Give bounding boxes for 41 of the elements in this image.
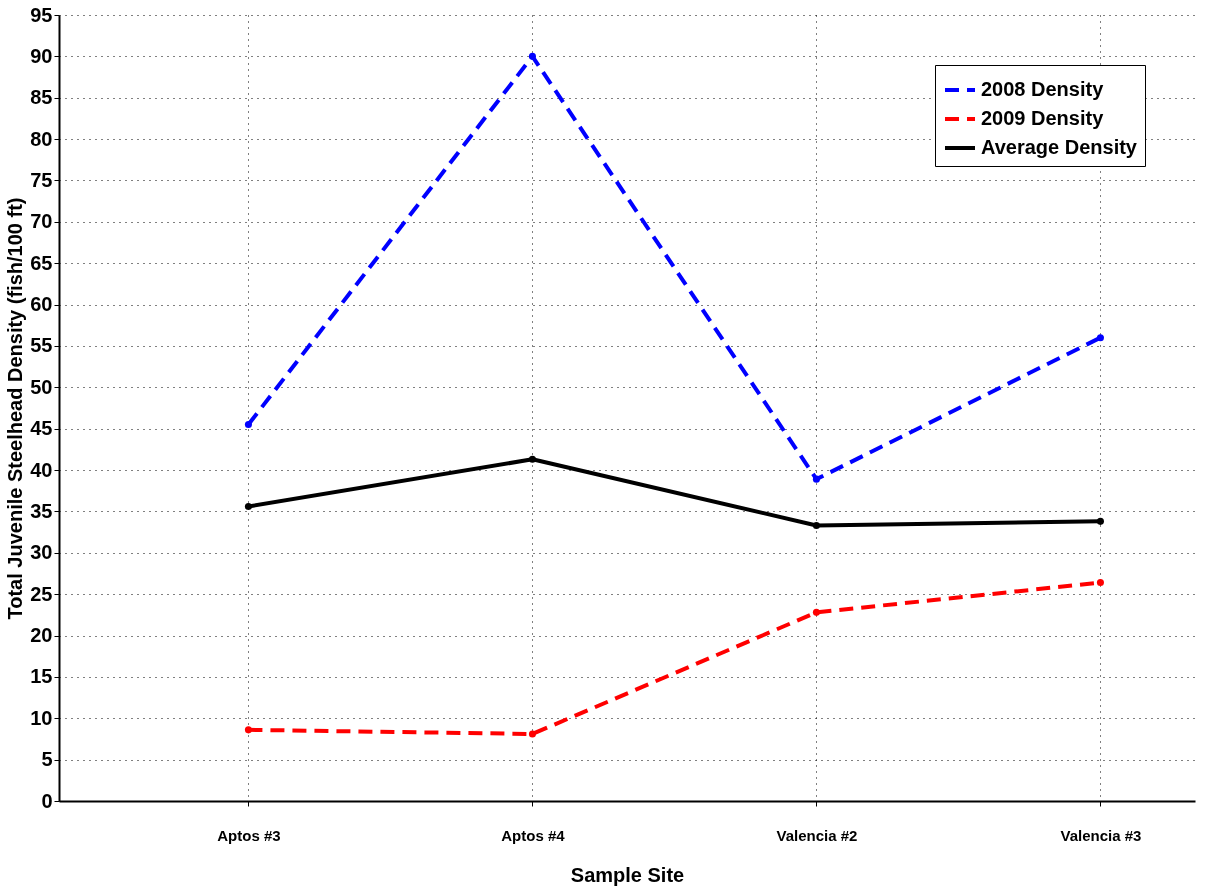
x-axis-title: Sample Site	[570, 863, 685, 886]
y-tick-label: 70	[30, 210, 53, 233]
y-tick-label: 35	[30, 499, 53, 522]
point	[244, 502, 252, 510]
legend-label: 2009 Density	[981, 107, 1105, 129]
point	[1096, 517, 1104, 525]
point	[1096, 334, 1104, 342]
x-tick-label: Aptos #3	[217, 826, 281, 844]
y-tick-label: 0	[41, 789, 53, 812]
y-tick-label: 55	[30, 334, 53, 357]
y-tick-label: 50	[30, 375, 53, 398]
point	[244, 726, 252, 734]
x-tick-label: Valencia #2	[776, 826, 858, 844]
y-tick-label: 80	[30, 127, 53, 150]
point	[812, 521, 820, 530]
point	[812, 475, 820, 483]
y-tick-label: 40	[30, 458, 53, 481]
y-axis-title: Total Juvenile Steelhead Density (fish/100 ft)	[4, 197, 27, 620]
y-tick-label: 20	[30, 624, 53, 647]
point	[528, 730, 536, 738]
y-tick-label: 15	[30, 665, 53, 688]
point	[244, 421, 252, 429]
y-tick-label: 10	[30, 706, 53, 729]
y-tick-label: 45	[30, 417, 53, 440]
y-tick-label: 60	[30, 293, 53, 316]
y-tick-label: 90	[30, 44, 53, 67]
y-tick-label: 95	[30, 3, 53, 26]
point	[1096, 579, 1104, 587]
point	[812, 608, 820, 616]
y-tick-label: 65	[30, 251, 53, 274]
x-tick-label: Aptos #4	[501, 826, 566, 844]
legend-label: Average Density	[981, 136, 1138, 158]
x-tick-label: Valencia #3	[1060, 826, 1142, 844]
y-tick-label: 5	[41, 748, 53, 771]
y-tick-label: 30	[30, 541, 53, 564]
y-tick-label: 85	[30, 86, 53, 109]
point	[528, 455, 536, 463]
point	[528, 52, 536, 60]
legend-label: 2008 Density	[981, 78, 1105, 100]
y-tick-label: 25	[30, 582, 53, 605]
y-tick-label: 75	[30, 168, 53, 191]
